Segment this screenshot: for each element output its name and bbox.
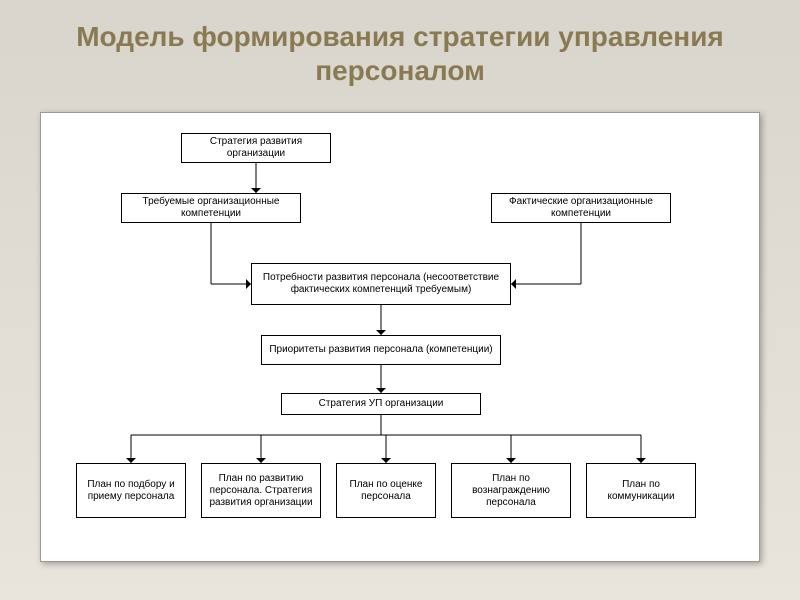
node-n2: Требуемые организационные компетенции — [121, 193, 301, 223]
title-area: Модель формирования стратегии управления… — [0, 0, 800, 97]
page-title: Модель формирования стратегии управления… — [40, 20, 760, 87]
node-n4: Потребности развития персонала (несоотве… — [251, 263, 511, 305]
node-p5: План по коммуникации — [586, 463, 696, 518]
node-p2: План по развитию персонала. Стратегия ра… — [201, 463, 321, 518]
diagram-container: Стратегия развития организации Требуемые … — [40, 112, 760, 562]
node-n3: Фактические организационные компетенции — [491, 193, 671, 223]
node-p3: План по оценке персонала — [336, 463, 436, 518]
node-p4: План по вознаграждению персонала — [451, 463, 571, 518]
node-p1: План по подбору и приему персонала — [76, 463, 186, 518]
node-n6: Стратегия УП организации — [281, 393, 481, 415]
node-n5: Приоритеты развития персонала (компетенц… — [261, 335, 501, 365]
node-n1: Стратегия развития организации — [181, 133, 331, 163]
